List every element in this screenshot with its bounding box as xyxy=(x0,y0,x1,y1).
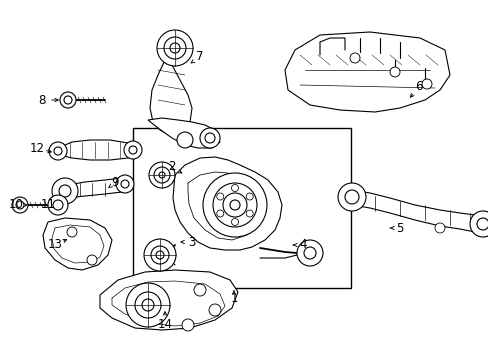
Circle shape xyxy=(149,162,175,188)
Polygon shape xyxy=(43,218,112,270)
Circle shape xyxy=(129,146,137,154)
Circle shape xyxy=(231,184,238,192)
Polygon shape xyxy=(100,270,238,330)
Circle shape xyxy=(64,96,72,104)
Text: 4: 4 xyxy=(299,238,306,252)
Circle shape xyxy=(229,200,240,210)
Circle shape xyxy=(12,197,28,213)
Circle shape xyxy=(389,67,399,77)
Circle shape xyxy=(304,247,315,259)
Circle shape xyxy=(337,183,365,211)
Text: 8: 8 xyxy=(38,94,45,107)
Circle shape xyxy=(216,210,224,217)
Circle shape xyxy=(345,190,358,204)
Text: 9: 9 xyxy=(111,176,119,189)
Circle shape xyxy=(48,195,68,215)
Polygon shape xyxy=(148,118,220,148)
Circle shape xyxy=(223,193,246,217)
Text: 7: 7 xyxy=(196,50,203,63)
Circle shape xyxy=(124,141,142,159)
Circle shape xyxy=(469,211,488,237)
Circle shape xyxy=(59,185,71,197)
Bar xyxy=(133,128,350,288)
Circle shape xyxy=(142,299,154,311)
Text: 12: 12 xyxy=(29,141,44,154)
Text: 10: 10 xyxy=(9,198,23,211)
Circle shape xyxy=(135,292,161,318)
Text: 3: 3 xyxy=(188,235,195,248)
Circle shape xyxy=(200,128,220,148)
Circle shape xyxy=(182,319,194,331)
Circle shape xyxy=(87,255,97,265)
Circle shape xyxy=(296,240,323,266)
Circle shape xyxy=(116,175,134,193)
Circle shape xyxy=(203,173,266,237)
Circle shape xyxy=(67,227,77,237)
Circle shape xyxy=(476,218,488,230)
Circle shape xyxy=(121,180,129,188)
Circle shape xyxy=(421,79,431,89)
Circle shape xyxy=(126,283,170,327)
Circle shape xyxy=(49,142,67,160)
Text: 6: 6 xyxy=(414,81,422,94)
Circle shape xyxy=(156,251,163,259)
Circle shape xyxy=(177,132,193,148)
Circle shape xyxy=(246,210,253,217)
Circle shape xyxy=(157,30,193,66)
Circle shape xyxy=(151,246,169,264)
Circle shape xyxy=(216,193,224,200)
Circle shape xyxy=(194,284,205,296)
Circle shape xyxy=(53,200,63,210)
Text: 11: 11 xyxy=(41,198,55,211)
Circle shape xyxy=(246,193,253,200)
Text: 1: 1 xyxy=(230,292,237,305)
Circle shape xyxy=(159,172,164,178)
Polygon shape xyxy=(285,32,449,112)
Circle shape xyxy=(143,239,176,271)
Text: 5: 5 xyxy=(395,221,403,234)
Text: 13: 13 xyxy=(47,238,62,252)
Text: 14: 14 xyxy=(157,319,172,332)
Circle shape xyxy=(349,53,359,63)
Circle shape xyxy=(163,37,185,59)
Text: 2: 2 xyxy=(168,161,175,174)
Circle shape xyxy=(434,223,444,233)
Circle shape xyxy=(60,92,76,108)
Circle shape xyxy=(213,183,257,227)
Polygon shape xyxy=(173,157,282,250)
Circle shape xyxy=(204,133,215,143)
Circle shape xyxy=(154,167,170,183)
Circle shape xyxy=(231,219,238,225)
Circle shape xyxy=(170,43,180,53)
Circle shape xyxy=(52,178,78,204)
Circle shape xyxy=(208,304,221,316)
Circle shape xyxy=(16,201,24,209)
Circle shape xyxy=(54,147,62,155)
Polygon shape xyxy=(55,140,135,160)
Polygon shape xyxy=(150,58,192,135)
